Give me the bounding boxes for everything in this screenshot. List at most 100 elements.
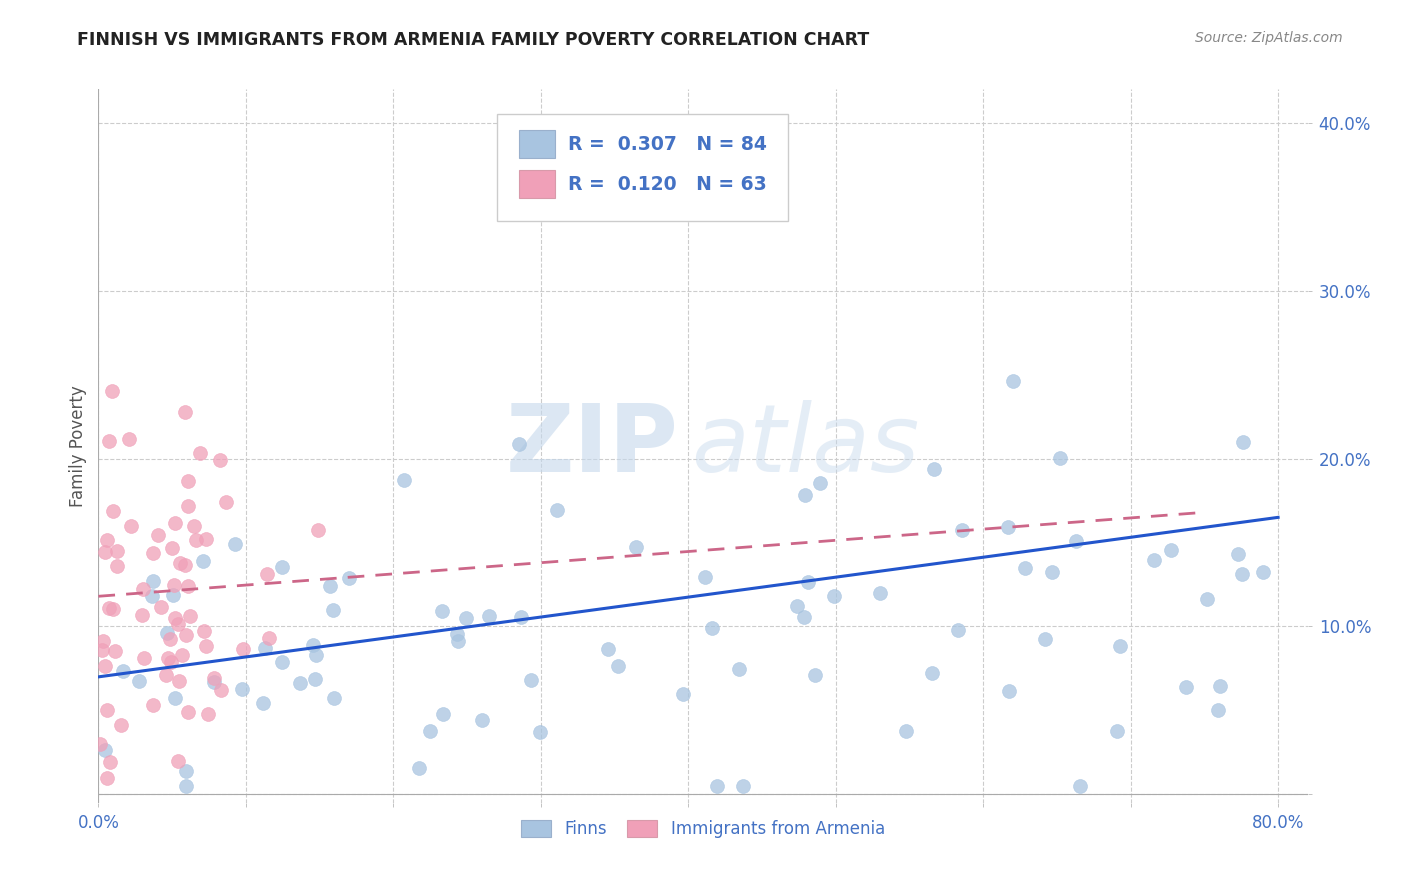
- Point: [508, 437, 530, 451]
- Point: [1209, 679, 1232, 693]
- Point: [596, 642, 619, 657]
- Point: [706, 779, 728, 793]
- Point: [447, 634, 470, 648]
- Text: ZIP: ZIP: [506, 400, 679, 492]
- Point: [101, 384, 124, 399]
- Point: [1143, 553, 1166, 567]
- Point: [1226, 547, 1249, 561]
- Point: [998, 684, 1021, 698]
- Point: [215, 495, 238, 509]
- Point: [104, 643, 127, 657]
- Point: [101, 504, 124, 518]
- Point: [626, 540, 648, 554]
- Point: [96, 702, 118, 716]
- Point: [271, 655, 294, 669]
- Point: [160, 541, 183, 555]
- Point: [159, 632, 181, 647]
- Point: [91, 642, 114, 657]
- Text: Source: ZipAtlas.com: Source: ZipAtlas.com: [1195, 31, 1343, 45]
- Point: [165, 691, 187, 706]
- Point: [733, 779, 755, 793]
- Point: [1232, 434, 1254, 449]
- Point: [456, 611, 478, 625]
- Point: [1033, 632, 1056, 647]
- Point: [408, 761, 430, 775]
- Point: [786, 599, 808, 614]
- Point: [163, 578, 186, 592]
- Point: [307, 523, 329, 537]
- Point: [253, 641, 276, 656]
- Point: [96, 771, 118, 785]
- Point: [302, 639, 325, 653]
- Point: [446, 626, 468, 640]
- Point: [174, 405, 197, 419]
- Point: [804, 668, 827, 682]
- Point: [1174, 680, 1197, 694]
- Point: [174, 628, 197, 642]
- Point: [1109, 639, 1132, 653]
- Point: [392, 473, 415, 487]
- Point: [1001, 374, 1024, 388]
- Point: [174, 558, 197, 572]
- Point: [1251, 565, 1274, 579]
- Point: [191, 554, 214, 568]
- Point: [1014, 561, 1036, 575]
- Point: [166, 617, 188, 632]
- Point: [1206, 703, 1229, 717]
- Point: [231, 681, 253, 696]
- Point: [118, 432, 141, 446]
- Point: [105, 558, 128, 573]
- Point: [305, 648, 328, 662]
- Point: [271, 560, 294, 574]
- Point: [793, 488, 815, 502]
- Point: [176, 779, 198, 793]
- Point: [142, 698, 165, 712]
- Point: [163, 611, 186, 625]
- Point: [197, 707, 219, 722]
- Point: [141, 589, 163, 603]
- Point: [1160, 542, 1182, 557]
- Point: [529, 725, 551, 739]
- Point: [156, 625, 179, 640]
- Point: [793, 610, 815, 624]
- Point: [304, 672, 326, 686]
- Point: [174, 764, 197, 779]
- Point: [163, 516, 186, 530]
- Point: [208, 452, 231, 467]
- Point: [169, 556, 191, 570]
- Point: [1069, 779, 1091, 793]
- Point: [170, 648, 193, 663]
- Point: [471, 713, 494, 727]
- Point: [922, 461, 945, 475]
- FancyBboxPatch shape: [519, 130, 555, 159]
- FancyBboxPatch shape: [498, 114, 787, 221]
- Point: [1232, 567, 1254, 582]
- Point: [134, 651, 156, 665]
- Point: [184, 533, 207, 548]
- Point: [132, 582, 155, 596]
- Point: [142, 574, 165, 588]
- Point: [209, 682, 232, 697]
- Point: [156, 650, 179, 665]
- Point: [202, 674, 225, 689]
- Point: [101, 601, 124, 615]
- Point: [869, 586, 891, 600]
- Legend: Finns, Immigrants from Armenia: Finns, Immigrants from Armenia: [515, 813, 891, 845]
- Point: [142, 546, 165, 560]
- Point: [89, 737, 111, 751]
- Text: R =  0.120   N = 63: R = 0.120 N = 63: [568, 175, 766, 194]
- Point: [288, 676, 311, 690]
- Point: [94, 545, 117, 559]
- Point: [110, 718, 132, 732]
- Point: [177, 499, 200, 513]
- Point: [183, 519, 205, 533]
- Point: [950, 523, 973, 537]
- Point: [188, 446, 211, 460]
- Point: [94, 659, 117, 673]
- Point: [510, 609, 533, 624]
- Point: [478, 609, 501, 624]
- Point: [120, 519, 142, 533]
- Point: [1064, 534, 1087, 549]
- Point: [808, 475, 831, 490]
- Point: [894, 723, 917, 738]
